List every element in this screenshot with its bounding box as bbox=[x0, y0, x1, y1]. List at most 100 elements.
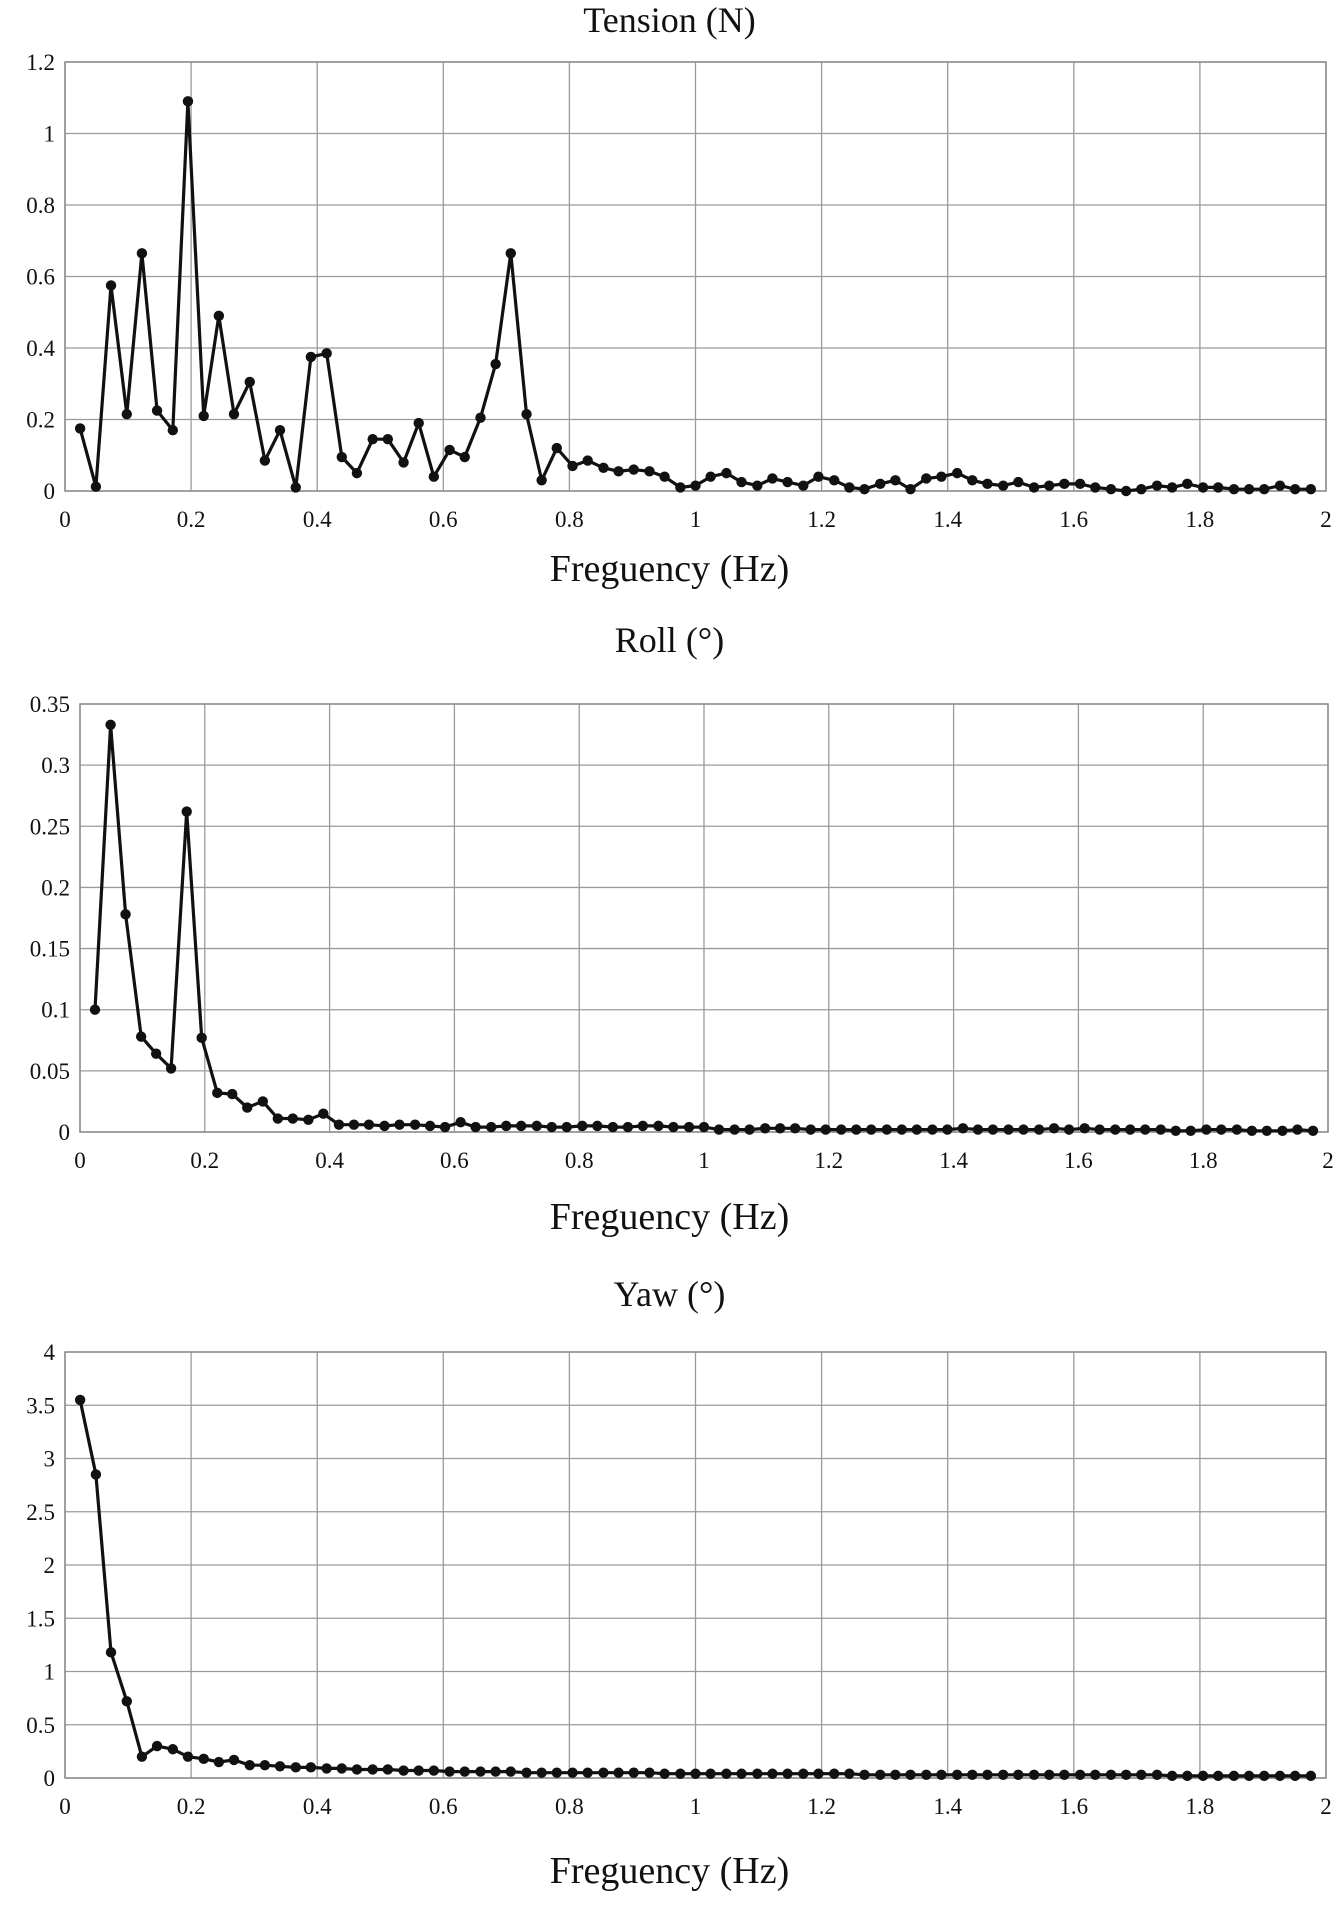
data-point bbox=[721, 1768, 732, 1779]
data-point bbox=[936, 471, 947, 482]
data-point bbox=[1182, 1770, 1193, 1782]
x-tick-label: 2 bbox=[1322, 1148, 1334, 1173]
x-tick-label: 0.2 bbox=[177, 1794, 206, 1819]
data-point bbox=[567, 1767, 578, 1778]
data-point bbox=[982, 478, 993, 490]
data-point bbox=[367, 1764, 378, 1775]
data-point bbox=[921, 1769, 932, 1781]
data-point bbox=[1105, 1769, 1117, 1781]
data-point bbox=[198, 410, 209, 422]
data-point bbox=[942, 1124, 953, 1135]
gridlines bbox=[64, 1351, 1327, 1779]
data-point bbox=[844, 482, 855, 493]
data-point bbox=[1074, 478, 1086, 490]
data-point bbox=[759, 1123, 771, 1134]
y-tick-label: 1.2 bbox=[26, 50, 55, 75]
y-tick-label: 1 bbox=[44, 1660, 56, 1685]
x-tick-label: 0.6 bbox=[440, 1148, 469, 1173]
x-tick-label: 1.2 bbox=[807, 507, 836, 532]
data-point bbox=[561, 1121, 572, 1133]
data-point bbox=[167, 425, 179, 436]
data-point bbox=[290, 1762, 301, 1773]
roll-plot: 0 0.2 0.4 0.6 0.8 1 1.2 1.4 1.6 1.8 2 0 0.05 0.1 0.15 0… bbox=[30, 692, 1334, 1173]
data-point bbox=[613, 466, 624, 477]
data-point bbox=[521, 408, 532, 420]
data-point bbox=[1231, 1124, 1243, 1135]
x-tick-label: 0.6 bbox=[429, 507, 458, 532]
x-tick-label: 1.6 bbox=[1064, 1148, 1093, 1173]
x-tick-label: 1.4 bbox=[933, 1794, 962, 1819]
data-point bbox=[1028, 1769, 1040, 1781]
data-point bbox=[348, 1119, 360, 1130]
y-tick-label: 0.05 bbox=[30, 1059, 70, 1084]
data-point bbox=[659, 1768, 670, 1779]
data-point bbox=[409, 1119, 421, 1130]
data-point bbox=[690, 1768, 701, 1779]
data-point bbox=[1289, 1770, 1301, 1782]
data-point bbox=[798, 480, 809, 491]
data-point bbox=[1105, 484, 1117, 495]
y-tick-label: 0 bbox=[59, 1120, 71, 1145]
data-point bbox=[1074, 1769, 1086, 1781]
data-point bbox=[782, 1768, 793, 1779]
x-tick-label: 0 bbox=[59, 507, 71, 532]
data-point bbox=[1197, 482, 1209, 493]
data-point bbox=[303, 1114, 314, 1125]
data-point bbox=[531, 1120, 542, 1132]
data-point bbox=[398, 457, 409, 468]
data-point bbox=[881, 1124, 893, 1135]
data-point bbox=[363, 1119, 375, 1130]
data-point bbox=[305, 1762, 317, 1773]
data-point bbox=[866, 1124, 877, 1135]
data-point bbox=[628, 464, 639, 475]
data-point bbox=[257, 1096, 269, 1107]
data-point bbox=[789, 1123, 801, 1134]
data-point bbox=[744, 1124, 755, 1135]
data-point bbox=[1018, 1124, 1029, 1135]
y-tick-label: 0 bbox=[44, 1766, 56, 1791]
data-point bbox=[165, 1063, 177, 1074]
data-point bbox=[844, 1768, 855, 1779]
data-point bbox=[1048, 1123, 1060, 1134]
data-point bbox=[1261, 1125, 1273, 1136]
data-point bbox=[515, 1120, 527, 1132]
data-point bbox=[413, 1765, 424, 1776]
data-point bbox=[683, 1121, 695, 1133]
data-point bbox=[1139, 1124, 1151, 1135]
data-point bbox=[813, 1768, 824, 1779]
data-point bbox=[213, 1756, 225, 1768]
data-point bbox=[475, 412, 486, 423]
data-point bbox=[500, 1120, 512, 1132]
data-point bbox=[505, 1766, 516, 1777]
data-point bbox=[805, 1124, 816, 1135]
x-tick-label: 1.6 bbox=[1059, 507, 1088, 532]
y-tick-label: 2 bbox=[44, 1553, 56, 1578]
y-tick-label: 3.5 bbox=[26, 1393, 55, 1418]
data-point bbox=[305, 351, 317, 363]
data-point bbox=[668, 1121, 679, 1133]
x-tick-label: 0.8 bbox=[565, 1148, 594, 1173]
data-point bbox=[182, 1751, 194, 1762]
data-point bbox=[644, 1767, 655, 1778]
data-point bbox=[1151, 480, 1163, 491]
data-point bbox=[1274, 480, 1286, 491]
data-point bbox=[490, 358, 501, 370]
data-point bbox=[135, 1031, 147, 1042]
plot-area bbox=[64, 61, 1327, 492]
data-point bbox=[967, 475, 978, 486]
data-point bbox=[582, 455, 593, 466]
data-point bbox=[196, 1032, 207, 1044]
data-point bbox=[413, 417, 424, 429]
data-point bbox=[951, 1769, 963, 1781]
x-axis-label: Freguency (Hz) bbox=[549, 1196, 790, 1238]
y-tick-label: 0.25 bbox=[30, 814, 70, 839]
data-point bbox=[997, 480, 1009, 491]
data-point bbox=[1124, 1124, 1136, 1135]
x-tick-label: 1.2 bbox=[807, 1794, 836, 1819]
data-point bbox=[675, 482, 686, 493]
x-axis-label: Freguency (Hz) bbox=[549, 548, 790, 590]
data-point bbox=[1212, 482, 1224, 493]
data-point bbox=[428, 471, 440, 482]
y-tick-label: 0.5 bbox=[26, 1713, 55, 1738]
yaw-plot: 0 0.2 0.4 0.6 0.8 1 1.2 1.4 1.6 1.8 2 0 0.5 1 1.5 2 2.5 3… bbox=[26, 1340, 1332, 1819]
